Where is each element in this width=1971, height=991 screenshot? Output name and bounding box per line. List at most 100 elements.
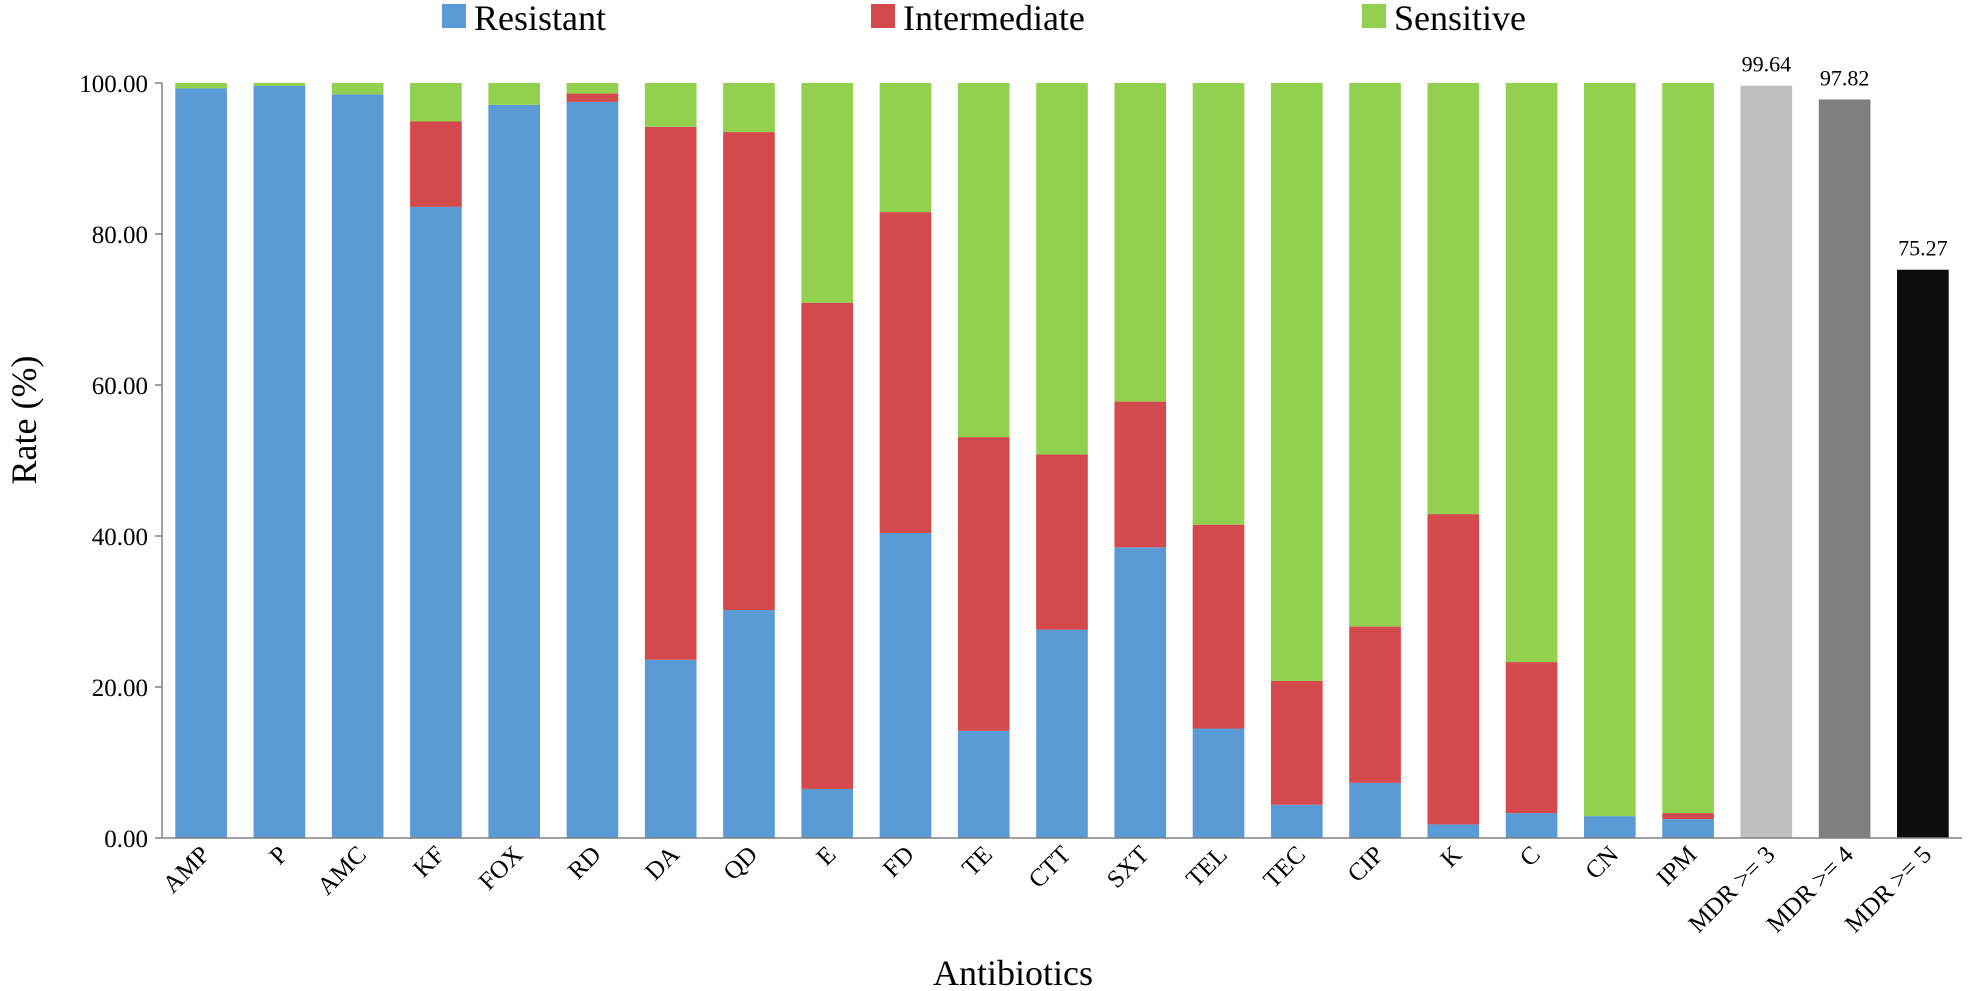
bar-sensitive-kf — [410, 83, 462, 122]
x-tick-label: FD — [878, 841, 920, 883]
bar-sensitive-amc — [331, 83, 384, 95]
bar-mdr-mdr-3 — [1740, 85, 1793, 838]
bar-intermediate-c — [1505, 662, 1558, 814]
bar-resistant-fd — [879, 532, 932, 838]
y-tick-label: 60.00 — [92, 373, 148, 400]
bar-sensitive-k — [1427, 83, 1480, 515]
bar-intermediate-da — [644, 126, 697, 660]
legend-label-intermediate: Intermediate — [903, 0, 1085, 38]
bar-sensitive-cn — [1584, 83, 1636, 817]
x-tick-label: C — [1515, 841, 1546, 872]
bar-intermediate-qd — [723, 132, 775, 610]
bar-intermediate-ctt — [1036, 454, 1088, 630]
x-tick-label: AMP — [158, 841, 215, 898]
bar-sensitive-tel — [1192, 83, 1245, 525]
y-tick-label: 40.00 — [92, 524, 148, 551]
bar-resistant-ctt — [1036, 629, 1088, 838]
bar-resistant-c — [1505, 813, 1558, 838]
bar-sensitive-sxt — [1114, 83, 1167, 402]
y-tick-label: 100.00 — [79, 71, 148, 98]
x-tick-label: TEC — [1259, 841, 1311, 893]
bar-sensitive-p — [253, 83, 306, 87]
y-axis: 0.00 20.00 40.00 60.00 80.00 100.00 — [79, 71, 163, 853]
x-tick-label: IPM — [1652, 841, 1703, 892]
bar-resistant-rd — [566, 101, 619, 838]
y-tick-label: 0.00 — [104, 826, 148, 853]
bar-resistant-k — [1427, 824, 1480, 838]
bar-intermediate-k — [1427, 514, 1480, 825]
y-axis-title: Rate (%) — [4, 356, 44, 485]
bar-intermediate-cip — [1349, 626, 1401, 783]
x-tick-label: CTT — [1024, 841, 1076, 893]
bar-intermediate-sxt — [1114, 401, 1167, 548]
bar-mdr-mdr-4 — [1818, 99, 1871, 839]
legend: Resistant Intermediate Sensitive — [442, 0, 1526, 38]
bar-sensitive-cip — [1349, 83, 1401, 627]
x-tick-label: MDR >= 5 — [1840, 841, 1937, 938]
bar-resistant-tel — [1192, 728, 1245, 838]
x-tick-label: TE — [957, 841, 998, 882]
legend-label-sensitive: Sensitive — [1394, 0, 1526, 38]
y-tick-label: 80.00 — [92, 222, 148, 249]
x-axis: AMP P AMC KF FOX RD DA QD E FD TE CTT SXT TEL TEC CIP K C… — [158, 837, 1962, 938]
x-tick-label: CN — [1580, 841, 1624, 885]
bar-resistant-cn — [1584, 816, 1636, 838]
bar-sensitive-da — [644, 83, 697, 127]
bar-sensitive-fox — [488, 83, 540, 105]
bar-sensitive-amp — [175, 83, 227, 89]
x-tick-label: KF — [408, 841, 450, 883]
x-tick-label: FOX — [474, 841, 528, 895]
legend-swatch-sensitive — [1362, 4, 1386, 28]
bar-intermediate-tel — [1192, 524, 1245, 729]
bar-intermediate-fd — [879, 212, 932, 533]
x-tick-label: TEL — [1181, 841, 1232, 892]
bar-resistant-da — [644, 659, 697, 838]
bar-intermediate-kf — [410, 121, 462, 207]
bar-intermediate-e — [801, 302, 854, 789]
x-tick-label: P — [265, 841, 294, 870]
bar-resistant-te — [957, 730, 1010, 838]
bar-sensitive-fd — [879, 83, 932, 213]
data-label-mdr-mdr-3: 99.64 — [1742, 52, 1792, 77]
bar-intermediate-ipm — [1662, 813, 1714, 820]
data-label-mdr-mdr-4: 97.82 — [1820, 65, 1870, 90]
bar-sensitive-tec — [1270, 83, 1323, 681]
bar-resistant-e — [801, 788, 854, 838]
x-tick-label: QD — [719, 841, 764, 886]
x-tick-label: RD — [563, 841, 607, 885]
bar-intermediate-tec — [1270, 680, 1323, 805]
bar-resistant-fox — [488, 104, 540, 838]
bar-sensitive-qd — [723, 83, 775, 133]
bars: 99.64 97.82 75.27 — [175, 52, 1949, 839]
x-tick-label: E — [812, 841, 842, 871]
x-axis-title: Antibiotics — [933, 953, 1093, 991]
bar-mdr-mdr-5 — [1897, 269, 1949, 838]
bar-intermediate-te — [957, 437, 1010, 731]
x-tick-label: DA — [640, 841, 685, 886]
x-tick-label: CIP — [1343, 841, 1390, 888]
bar-resistant-ipm — [1662, 819, 1714, 838]
bar-sensitive-te — [957, 83, 1010, 438]
bar-resistant-kf — [410, 206, 462, 838]
bar-sensitive-ipm — [1662, 83, 1714, 814]
x-tick-label: SXT — [1102, 841, 1154, 893]
legend-swatch-intermediate — [871, 4, 895, 28]
bar-resistant-qd — [723, 609, 775, 838]
bar-resistant-amp — [175, 88, 227, 838]
x-tick-label: AMC — [313, 841, 372, 900]
bar-sensitive-c — [1505, 83, 1558, 663]
x-tick-label: K — [1436, 841, 1468, 873]
bar-sensitive-rd — [566, 83, 619, 94]
bar-resistant-sxt — [1114, 547, 1167, 838]
bar-resistant-tec — [1270, 804, 1323, 838]
bar-resistant-amc — [331, 94, 384, 838]
y-tick-label: 20.00 — [92, 675, 148, 702]
bar-resistant-p — [253, 86, 306, 838]
bar-intermediate-rd — [566, 93, 619, 102]
bar-resistant-cip — [1349, 782, 1401, 838]
data-label-mdr-mdr-5: 75.27 — [1898, 236, 1948, 261]
bar-sensitive-ctt — [1036, 83, 1088, 455]
legend-swatch-resistant — [442, 4, 466, 28]
bar-sensitive-e — [801, 83, 854, 303]
